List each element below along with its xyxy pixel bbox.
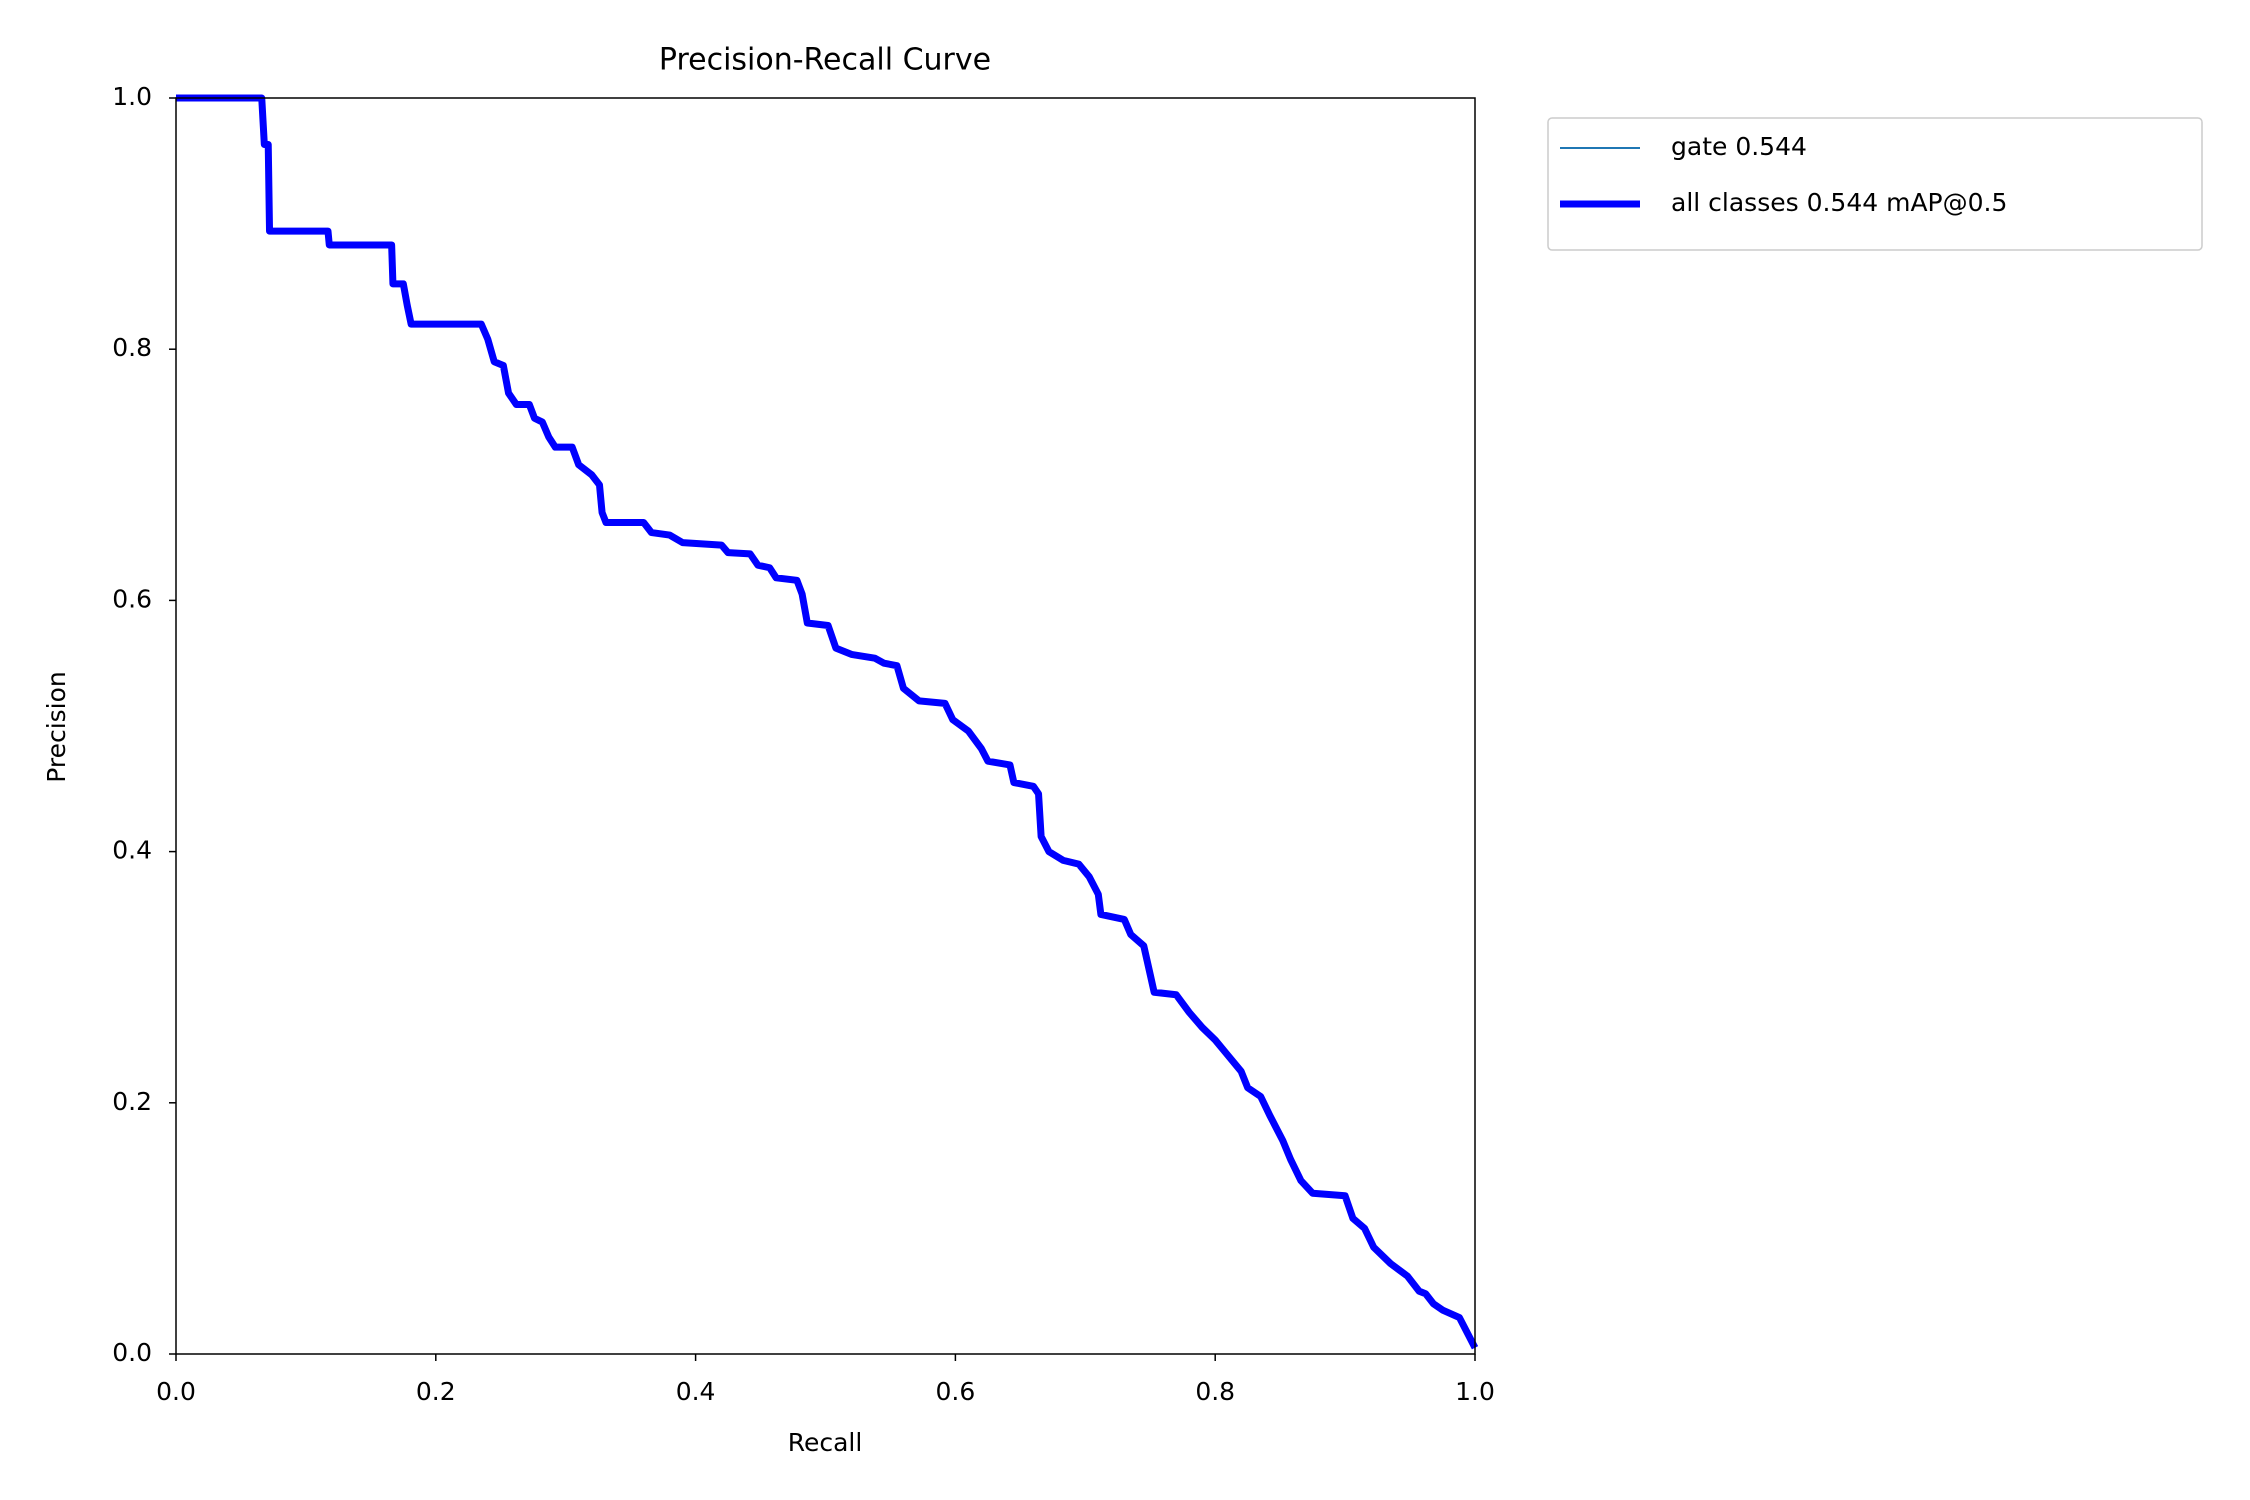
y-tick-label: 0.6	[112, 584, 152, 613]
x-tick-label: 0.2	[416, 1377, 456, 1406]
chart-title: Precision-Recall Curve	[659, 43, 991, 78]
x-tick-label: 0.6	[936, 1377, 976, 1406]
y-tick-label: 0.4	[112, 836, 152, 865]
x-tick-label: 1.0	[1455, 1377, 1495, 1406]
y-tick-label: 0.2	[112, 1087, 152, 1116]
legend-label: all classes 0.544 mAP@0.5	[1671, 188, 2007, 217]
x-axis-label: Recall	[788, 1428, 863, 1457]
x-tick-label: 0.8	[1195, 1377, 1235, 1406]
x-tick-label: 0.0	[156, 1377, 196, 1406]
plot-frame	[175, 97, 1476, 1355]
pr-curve	[176, 97, 1476, 1349]
legend-box	[1547, 117, 2203, 251]
y-tick-label: 0.8	[112, 333, 152, 362]
x-tick-label: 0.4	[676, 1377, 716, 1406]
legend-label: gate 0.544	[1671, 132, 1807, 161]
y-tick-label: 1.0	[112, 82, 152, 111]
y-tick-label: 0.0	[112, 1338, 152, 1367]
y-axis-label: Precision	[42, 671, 71, 783]
pr-curve	[176, 94, 1479, 1350]
